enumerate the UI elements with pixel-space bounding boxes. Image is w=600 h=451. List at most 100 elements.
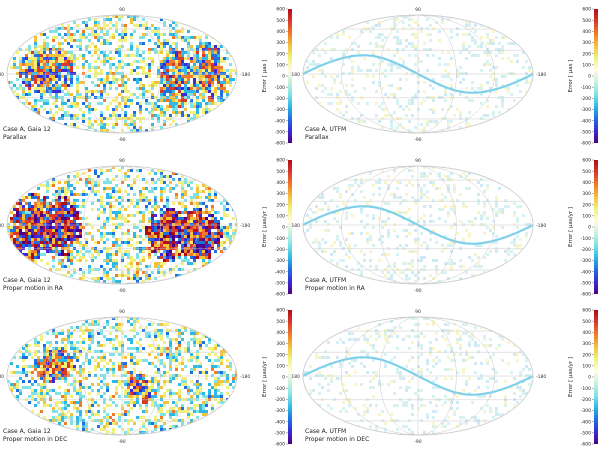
colorbar-tick-label: -500 <box>275 129 285 135</box>
colorbar-tick-label: -600 <box>581 292 591 298</box>
panel-caption-quantity: Parallax <box>3 134 27 141</box>
colorbar-tick-label: -500 <box>275 280 285 286</box>
colorbar-tick-label: -300 <box>275 107 285 113</box>
colorbar-tick-label: 600 <box>276 308 285 314</box>
colorbar-tick-label: -100 <box>275 236 285 242</box>
colorbar: 600 500 400 300 200 100 0 -100 -200 -300 -400 -500 -… <box>262 158 292 298</box>
colorbar-title: Error [ μas/yr ] <box>568 357 574 397</box>
axis-label-left: 180 <box>0 374 4 380</box>
graticule <box>303 15 533 133</box>
colorbar-tick-label: 300 <box>276 191 285 197</box>
colorbar-tick-label: 200 <box>582 51 591 57</box>
graticule <box>303 166 533 284</box>
colorbar: 600 500 400 300 200 100 0 -100 -200 -300 -400 -500 -… <box>262 308 292 448</box>
colorbar-tick-label: 400 <box>582 330 591 336</box>
colorbar-tick-label: 400 <box>582 29 591 35</box>
colorbar-tick-label: 200 <box>276 352 285 358</box>
axis-label-left: 180 <box>291 374 300 380</box>
colorbar-tick-label: -400 <box>275 118 285 124</box>
axis-label-top: 90 <box>415 158 421 164</box>
axis-label-top: 90 <box>119 309 125 315</box>
graticule <box>7 317 237 435</box>
colorbar-tick-label: -400 <box>275 419 285 425</box>
panel-caption-quantity: Parallax <box>305 134 329 141</box>
colorbar-tick-label: 600 <box>276 158 285 164</box>
colorbar-tick-label: 400 <box>276 180 285 186</box>
error-texture <box>7 15 237 133</box>
colorbar-tick-label: 600 <box>276 7 285 13</box>
panel-caption-quantity: Proper motion in RA <box>3 285 64 292</box>
colorbar-tick-label: 500 <box>276 169 285 175</box>
colorbar-tick-label: -300 <box>581 107 591 113</box>
colorbar-tick-label: -200 <box>581 96 591 102</box>
colorbar-tick-label: 100 <box>276 363 285 369</box>
colorbar-tick-label: -400 <box>581 269 591 275</box>
colorbar-tick-label: 100 <box>276 213 285 219</box>
colorbar-tick-label: -200 <box>275 96 285 102</box>
panel-caption-case: Case A, UTFM <box>305 126 346 133</box>
colorbar-tick-label: -600 <box>275 141 285 147</box>
colorbar-gradient <box>288 9 292 143</box>
colorbar-tick-label: -500 <box>581 129 591 135</box>
axis-label-right: -180 <box>536 374 546 380</box>
error-texture <box>7 317 237 435</box>
panel-caption-quantity: Proper motion in DEC <box>305 436 369 443</box>
colorbar-tick-label: -100 <box>581 85 591 91</box>
colorbar-tick-label: 100 <box>582 213 591 219</box>
colorbar-tick-label: -400 <box>275 269 285 275</box>
colorbar-tick-label: -500 <box>275 430 285 436</box>
colorbar-title: Error [ μas/yr ] <box>568 207 574 247</box>
axis-label-bottom: -90 <box>414 439 421 445</box>
panel-caption-quantity: Proper motion in RA <box>305 285 366 292</box>
colorbar-tick-label: 300 <box>582 341 591 347</box>
colorbar-tick-label: -100 <box>581 236 591 242</box>
axis-label-top: 90 <box>119 7 125 13</box>
axis-label-bottom: -90 <box>414 137 421 143</box>
colorbar-tick-label: -600 <box>581 442 591 448</box>
colorbar-tick-label: -300 <box>275 258 285 264</box>
panel-caption-case: Case A, Gaia 12 <box>3 428 51 435</box>
axis-label-right: -180 <box>240 72 250 78</box>
axis-label-right: -180 <box>240 223 250 229</box>
colorbar-tick-label: 400 <box>276 29 285 35</box>
colorbar-tick-label: 500 <box>582 169 591 175</box>
colorbar-tick-label: -500 <box>581 430 591 436</box>
colorbar-tick-label: 0 <box>282 74 285 80</box>
colorbar-tick-label: 100 <box>582 363 591 369</box>
panel-caption-case: Case A, Gaia 12 <box>3 277 51 284</box>
colorbar-title: Error [ μas ] <box>262 60 268 93</box>
colorbar-tick-label: 300 <box>582 40 591 46</box>
panel-caption-case: Case A, UTFM <box>305 277 346 284</box>
colorbar-tick-label: -100 <box>275 85 285 91</box>
colorbar-tick-label: -200 <box>275 397 285 403</box>
colorbar-tick-label: -600 <box>275 442 285 448</box>
colorbar-tick-label: -200 <box>581 397 591 403</box>
colorbar-tick-label: -600 <box>581 141 591 147</box>
colorbar-gradient <box>594 9 598 143</box>
colorbar: 600 500 400 300 200 100 0 -100 -200 -300 -400 -500 -… <box>568 308 598 448</box>
colorbar-tick-label: 200 <box>582 202 591 208</box>
colorbar-tick-label: -300 <box>581 408 591 414</box>
colorbar-tick-label: -200 <box>275 247 285 253</box>
graticule <box>7 15 237 133</box>
colorbar-tick-label: 300 <box>276 40 285 46</box>
axis-label-left: 180 <box>291 72 300 78</box>
colorbar-gradient <box>594 310 598 444</box>
colorbar-tick-label: 600 <box>582 308 591 314</box>
graticule <box>303 317 533 435</box>
colorbar-tick-label: 200 <box>582 352 591 358</box>
colorbar: 600 500 400 300 200 100 0 -100 -200 -300 -400 -500 -… <box>568 7 598 147</box>
graticule <box>7 166 237 284</box>
colorbar-tick-label: 400 <box>276 330 285 336</box>
colorbar-tick-label: 0 <box>588 225 591 231</box>
axis-label-bottom: -90 <box>118 137 125 143</box>
axis-label-top: 90 <box>119 158 125 164</box>
colorbar-tick-label: 0 <box>588 375 591 381</box>
colorbar-tick-label: 300 <box>582 191 591 197</box>
colorbar-tick-label: 500 <box>276 319 285 325</box>
colorbar-tick-label: 500 <box>276 18 285 24</box>
